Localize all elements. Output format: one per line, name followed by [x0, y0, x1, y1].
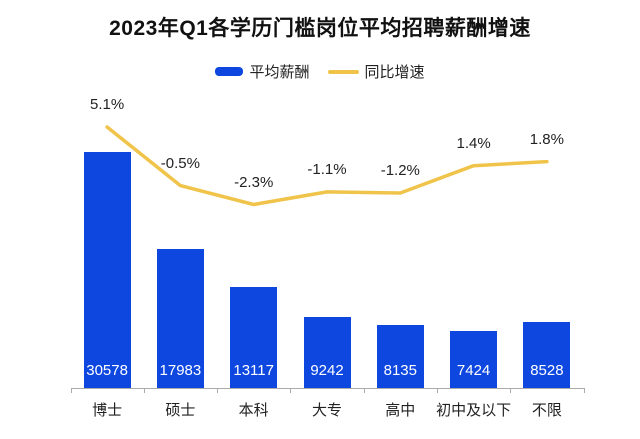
line-value-label: 1.4%: [456, 134, 491, 152]
x-axis-tick: [143, 388, 145, 393]
line-value-label: -2.3%: [234, 173, 274, 191]
salary-bar[interactable]: 30578: [83, 152, 131, 388]
category-label: 高中: [385, 402, 416, 419]
salary-bar[interactable]: 8135: [376, 325, 424, 388]
category-label: 不限: [531, 402, 562, 419]
line-value-label: -0.5%: [160, 154, 200, 172]
chart-legend: 平均薪酬 同比增速: [0, 61, 640, 82]
x-axis-line: [70, 388, 584, 389]
legend-label: 同比增速: [364, 64, 425, 81]
bar-value-label: 30578: [86, 362, 128, 379]
bar-value-label: 7424: [456, 361, 491, 379]
bar-value-label: 8528: [530, 361, 564, 379]
legend-item-average-salary[interactable]: 平均薪酬: [215, 61, 310, 82]
salary-bar[interactable]: 17983: [156, 249, 204, 388]
line-value-label: -1.1%: [307, 160, 347, 178]
bar-value-label: 13117: [233, 361, 274, 379]
category-label: 大专: [311, 402, 342, 419]
x-axis-tick: [363, 388, 365, 393]
legend-label: 平均薪酬: [249, 64, 310, 81]
category-label: 本科: [238, 402, 269, 419]
x-axis-tick: [70, 388, 72, 393]
salary-bar[interactable]: 13117: [230, 286, 278, 388]
x-axis-tick: [510, 388, 512, 393]
chart-title: 2023年Q1各学历门槛岗位平均招聘薪酬增速: [109, 17, 531, 40]
x-axis-tick: [217, 388, 219, 393]
salary-bar[interactable]: 7424: [450, 330, 498, 388]
bar-value-label: 17983: [159, 361, 202, 379]
bar-value-label: 8135: [383, 361, 417, 379]
category-label: 初中及以下: [436, 402, 512, 419]
category-label: 硕士: [165, 402, 196, 419]
line-series-swatch-icon: [327, 69, 359, 74]
bar-value-label: 9242: [310, 361, 344, 379]
bar-series-swatch-icon: [215, 67, 244, 76]
line-value-label: 1.8%: [529, 130, 564, 148]
line-value-label: 5.1%: [89, 96, 125, 113]
line-value-label: -1.2%: [380, 162, 420, 179]
category-label: 博士: [92, 402, 123, 419]
salary-bar[interactable]: 9242: [303, 316, 351, 388]
x-axis-tick: [583, 388, 585, 393]
x-axis-tick: [436, 388, 438, 393]
legend-item-yoy-growth[interactable]: 同比增速: [327, 61, 425, 82]
salary-bar[interactable]: 8528: [523, 322, 571, 388]
x-axis-tick: [290, 388, 292, 393]
